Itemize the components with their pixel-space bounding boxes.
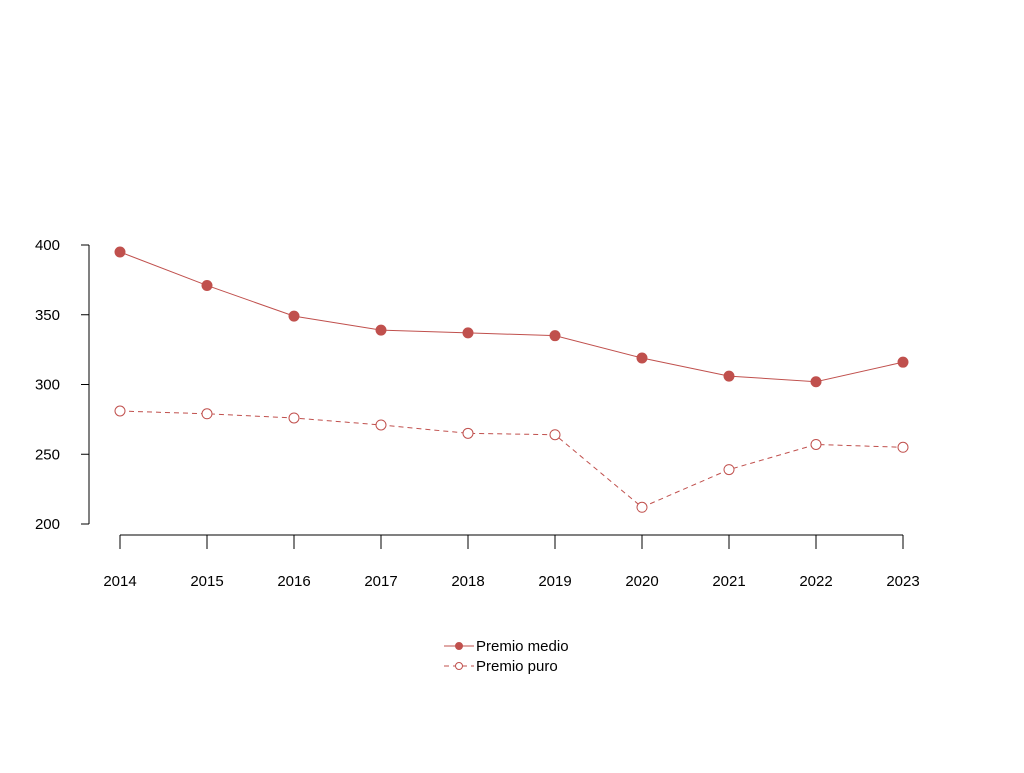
data-point-premio-puro [636, 501, 648, 513]
legend-marker-premio-medio [455, 642, 463, 650]
data-point-premio-puro [201, 408, 213, 420]
x-tick-label: 2021 [712, 573, 745, 590]
series-line-premio-medio [119, 251, 904, 383]
legend-item-premio-medio: Premio medio [444, 638, 569, 655]
data-point-premio-puro [549, 429, 561, 441]
legend-item-premio-puro: Premio puro [444, 658, 558, 675]
x-tick-label: 2019 [538, 573, 571, 590]
x-tick-label: 2023 [886, 573, 919, 590]
y-tick-label: 400 [35, 237, 60, 254]
y-tick-label: 300 [35, 377, 60, 394]
x-tick-label: 2022 [799, 573, 832, 590]
series-premio-puro [114, 405, 909, 513]
data-point-premio-medio [723, 370, 735, 382]
y-tick-label: 250 [35, 446, 60, 463]
data-point-premio-puro [114, 405, 126, 417]
x-tick-label: 2020 [625, 573, 658, 590]
data-point-premio-medio [114, 246, 126, 258]
series-premio-medio [114, 246, 909, 388]
data-point-premio-medio [288, 310, 300, 322]
data-point-premio-medio [462, 327, 474, 339]
data-point-premio-puro [462, 427, 474, 439]
data-point-premio-medio [810, 376, 822, 388]
x-tick-label: 2015 [190, 573, 223, 590]
data-point-premio-puro [723, 464, 735, 476]
data-point-premio-medio [375, 324, 387, 336]
data-point-premio-medio [201, 279, 213, 291]
data-point-premio-medio [636, 352, 648, 364]
data-point-premio-puro [897, 441, 909, 453]
x-tick-label: 2018 [451, 573, 484, 590]
series-layer [114, 246, 909, 513]
data-point-premio-puro [288, 412, 300, 424]
data-point-premio-puro [375, 419, 387, 431]
legend-label-premio-medio: Premio medio [476, 638, 569, 655]
series-line-premio-puro [119, 410, 904, 508]
data-point-premio-puro [810, 438, 822, 450]
legend-marker-premio-puro [455, 662, 463, 670]
y-tick-label: 350 [35, 307, 60, 324]
x-tick-label: 2017 [364, 573, 397, 590]
x-axis: 2014 2015 2016 2017 2018 2019 2020 2021 2022 2023 [103, 534, 920, 590]
x-tick-label: 2014 [103, 573, 136, 590]
y-tick-label: 200 [35, 516, 60, 533]
legend-label-premio-puro: Premio puro [476, 658, 558, 675]
legend: Premio medio Premio puro [444, 638, 569, 675]
y-axis: 200 250 300 350 400 [35, 237, 90, 533]
data-point-premio-medio [897, 356, 909, 368]
x-tick-label: 2016 [277, 573, 310, 590]
data-point-premio-medio [549, 330, 561, 342]
